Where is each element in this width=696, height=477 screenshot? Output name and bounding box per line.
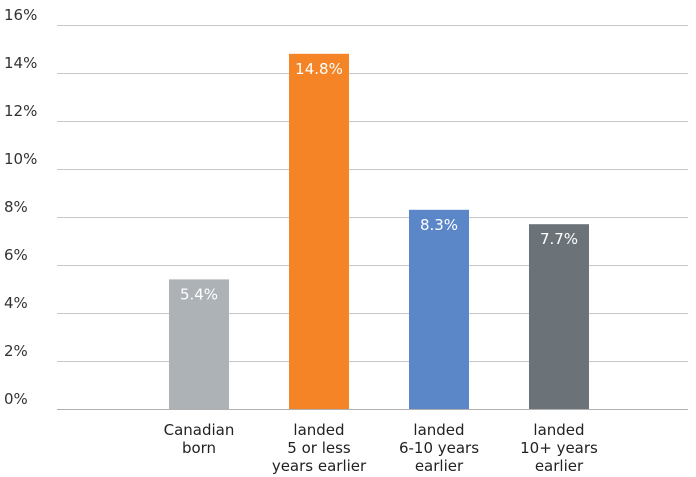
data-label: 8.3% <box>420 216 458 234</box>
y-tick-label: 10% <box>4 150 37 168</box>
bar <box>529 224 589 409</box>
category-label-line: landed <box>293 421 344 439</box>
y-axis-tick-labels: 0% 2% 4% 6% 8% 10% 12% 14% 16% <box>4 6 37 408</box>
y-tick-label: 8% <box>4 198 28 216</box>
bar <box>409 209 469 409</box>
bar <box>169 279 229 409</box>
y-tick-label: 12% <box>4 102 37 120</box>
y-tick-label: 4% <box>4 294 28 312</box>
category-label-line: 6-10 years <box>399 439 479 457</box>
data-label: 5.4% <box>180 285 218 303</box>
bars <box>169 53 589 410</box>
gridlines <box>57 25 688 410</box>
category-label-line: Canadian <box>164 421 235 439</box>
y-tick-label: 16% <box>4 6 37 24</box>
y-tick-label: 6% <box>4 246 28 264</box>
category-label-line: 5 or less <box>287 439 351 457</box>
category-label: landed 6-10 years earlier <box>399 421 479 475</box>
y-tick-label: 14% <box>4 54 37 72</box>
category-label-line: born <box>182 439 216 457</box>
category-label: landed 10+ years earlier <box>520 421 598 475</box>
category-label-line: landed <box>533 421 584 439</box>
category-label: landed 5 or less years earlier <box>272 421 367 475</box>
y-tick-label: 0% <box>4 390 28 408</box>
category-label-line: 10+ years <box>520 439 598 457</box>
data-label: 7.7% <box>540 230 578 248</box>
category-label-line: years earlier <box>272 457 367 475</box>
bar <box>289 53 349 410</box>
data-labels: 5.4% 14.8% 8.3% 7.7% <box>180 60 578 304</box>
category-label-line: earlier <box>535 457 584 475</box>
category-label-line: landed <box>413 421 464 439</box>
category-label-line: earlier <box>415 457 464 475</box>
y-tick-label: 2% <box>4 342 28 360</box>
data-label: 14.8% <box>295 60 343 78</box>
category-label: Canadian born <box>164 421 235 457</box>
